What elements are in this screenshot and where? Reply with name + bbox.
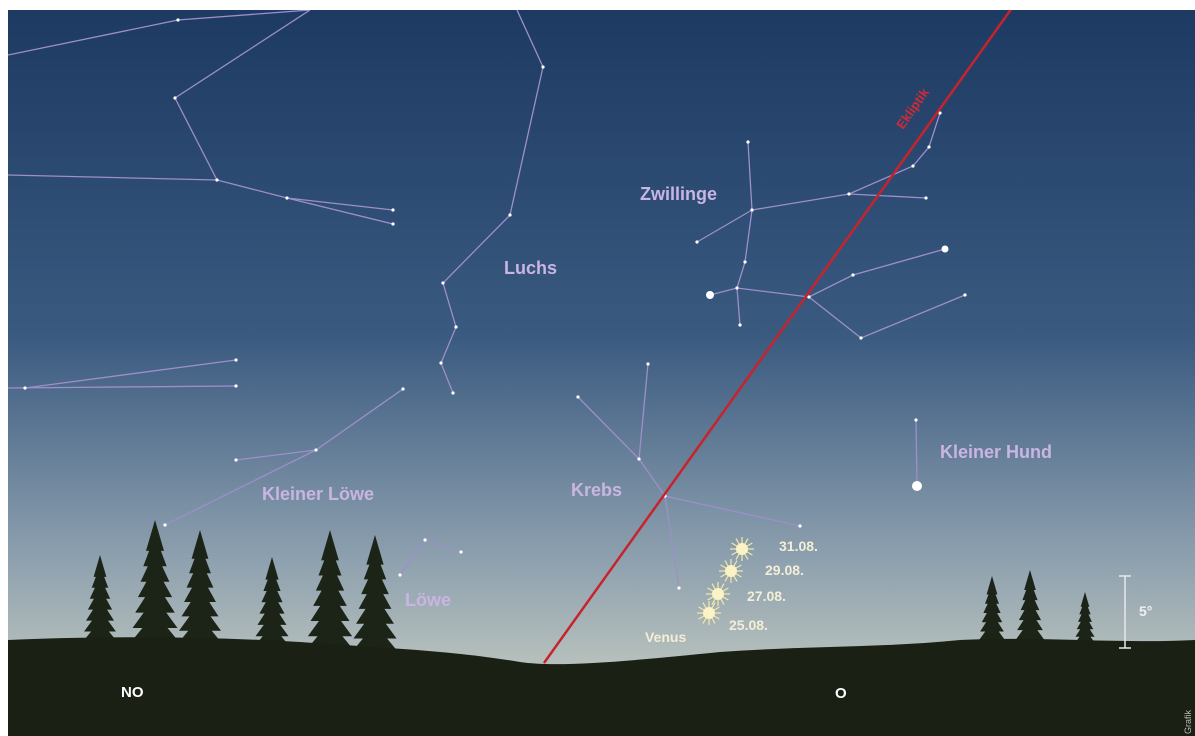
- label: Kleiner Hund: [940, 442, 1052, 462]
- star: [391, 222, 395, 226]
- star: [851, 273, 855, 277]
- star: [314, 448, 318, 452]
- bright-star: [706, 291, 714, 299]
- star: [807, 295, 811, 299]
- constellation-line: [736, 209, 753, 326]
- venus-sun: [719, 559, 743, 583]
- constellation-line: [164, 449, 317, 526]
- date: 25.08.: [729, 617, 768, 633]
- label: Löwe: [405, 590, 451, 610]
- star: [441, 281, 445, 285]
- direction: NO: [121, 684, 144, 701]
- star: [646, 362, 650, 366]
- star: [163, 523, 167, 527]
- constellation-line: [915, 419, 918, 487]
- star: [454, 325, 458, 329]
- star: [176, 18, 180, 22]
- credit: Grafik: [1183, 709, 1193, 734]
- star: [735, 286, 739, 290]
- star: [695, 240, 699, 244]
- star: [508, 213, 512, 217]
- constellation-line: [664, 495, 680, 589]
- star: [215, 178, 219, 182]
- star: [234, 384, 238, 388]
- stars: [23, 18, 967, 590]
- tree: [82, 555, 118, 643]
- star: [173, 96, 177, 100]
- star: [911, 164, 915, 168]
- star: [738, 323, 742, 327]
- direction: O: [835, 685, 847, 702]
- star: [847, 192, 851, 196]
- tree: [350, 535, 400, 654]
- ecliptic-line: [542, 10, 1013, 664]
- star: [451, 391, 455, 395]
- label: Kleiner Löwe: [262, 484, 374, 504]
- star: [398, 573, 402, 577]
- star: [459, 550, 463, 554]
- venus-sun: [730, 537, 754, 561]
- tree: [176, 530, 224, 646]
- star: [423, 538, 427, 542]
- star: [576, 395, 580, 399]
- tree: [1013, 570, 1047, 651]
- tree: [129, 520, 181, 644]
- star: [637, 457, 641, 461]
- label: Krebs: [571, 480, 622, 500]
- tree: [976, 576, 1008, 651]
- bright-star: [941, 245, 949, 253]
- constellation-line: [696, 209, 753, 243]
- star: [391, 208, 395, 212]
- venus-positions: [697, 537, 754, 625]
- sun-core: [725, 565, 737, 577]
- star: [924, 196, 928, 200]
- scale-label: 5°: [1139, 603, 1152, 619]
- date: 27.08.: [747, 588, 786, 604]
- star: [23, 386, 27, 390]
- star: [914, 418, 918, 422]
- date: 29.08.: [765, 562, 804, 578]
- constellation-line: [24, 359, 237, 389]
- tree: [1072, 592, 1098, 652]
- tree: [253, 557, 291, 648]
- star: [798, 524, 802, 528]
- star: [859, 336, 863, 340]
- tree: [305, 530, 355, 652]
- star: [439, 361, 443, 365]
- star: [927, 145, 931, 149]
- star: [938, 111, 942, 115]
- bright-star: [912, 481, 922, 491]
- date: 31.08.: [779, 538, 818, 554]
- constellation-line: [286, 197, 394, 225]
- star: [541, 65, 545, 69]
- label: Zwillinge: [640, 184, 717, 204]
- constellation-line: [848, 112, 941, 195]
- venus-label: Venus: [645, 629, 686, 645]
- ground: [8, 637, 1195, 736]
- sun-core: [712, 588, 724, 600]
- star: [746, 140, 750, 144]
- star: [285, 196, 289, 200]
- star: [401, 387, 405, 391]
- trees: [82, 520, 1098, 654]
- constellation-line: [8, 385, 237, 389]
- star: [750, 208, 754, 212]
- scale-bar: [1119, 575, 1131, 649]
- sun-core: [703, 607, 715, 619]
- star: [677, 586, 681, 590]
- star: [963, 293, 967, 297]
- constellation-line: [747, 141, 927, 211]
- constellation-line: [8, 174, 218, 181]
- label: Luchs: [504, 258, 557, 278]
- star: [234, 458, 238, 462]
- venus-sun: [706, 582, 730, 606]
- star: [234, 358, 238, 362]
- star: [743, 260, 747, 264]
- venus-sun: [697, 601, 721, 625]
- sun-core: [736, 543, 748, 555]
